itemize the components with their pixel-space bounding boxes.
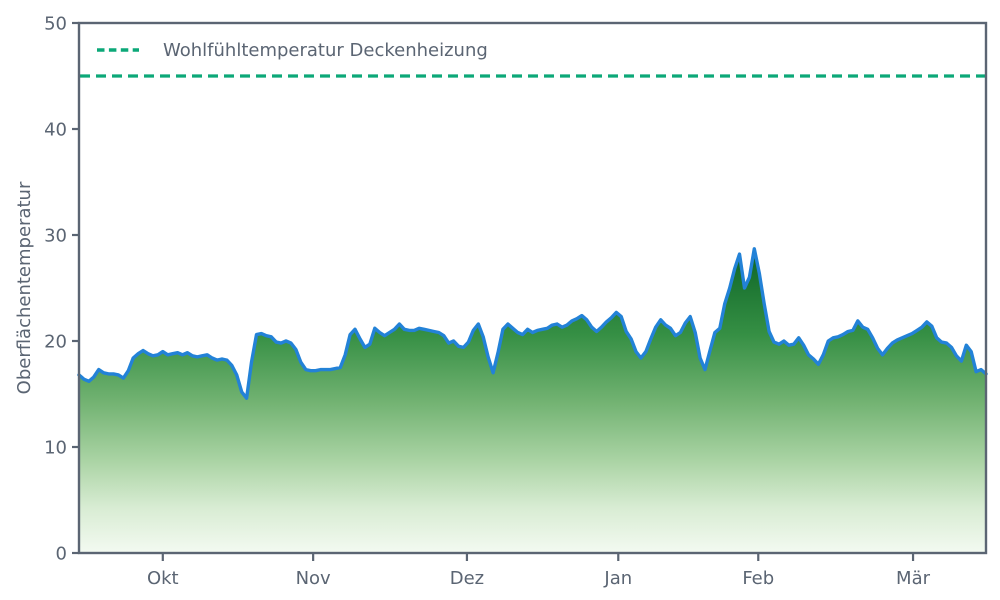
- x-tick-label: Feb: [742, 568, 774, 589]
- plot-border: [77, 21, 988, 555]
- y-axis-label: Oberflächentemperatur: [14, 181, 35, 394]
- y-tick-label: 30: [44, 226, 67, 247]
- y-tick-label: 0: [56, 544, 67, 565]
- x-tick-label: Jan: [603, 568, 632, 589]
- area-fill: [79, 248, 986, 554]
- y-tick-label: 20: [44, 332, 67, 353]
- x-tick-label: Nov: [296, 568, 331, 589]
- y-tick-label: 40: [44, 120, 67, 141]
- x-tick-label: Mär: [896, 568, 931, 589]
- surface-temperature-line: [77, 247, 988, 400]
- y-tick-label: 10: [44, 438, 67, 459]
- legend: Wohlfühltemperatur Deckenheizung: [97, 40, 488, 61]
- x-tick-label: Okt: [147, 568, 179, 589]
- legend-entry-label: Wohlfühltemperatur Deckenheizung: [163, 40, 488, 61]
- x-tick-label: Dez: [450, 568, 484, 589]
- y-tick-label: 50: [44, 14, 67, 35]
